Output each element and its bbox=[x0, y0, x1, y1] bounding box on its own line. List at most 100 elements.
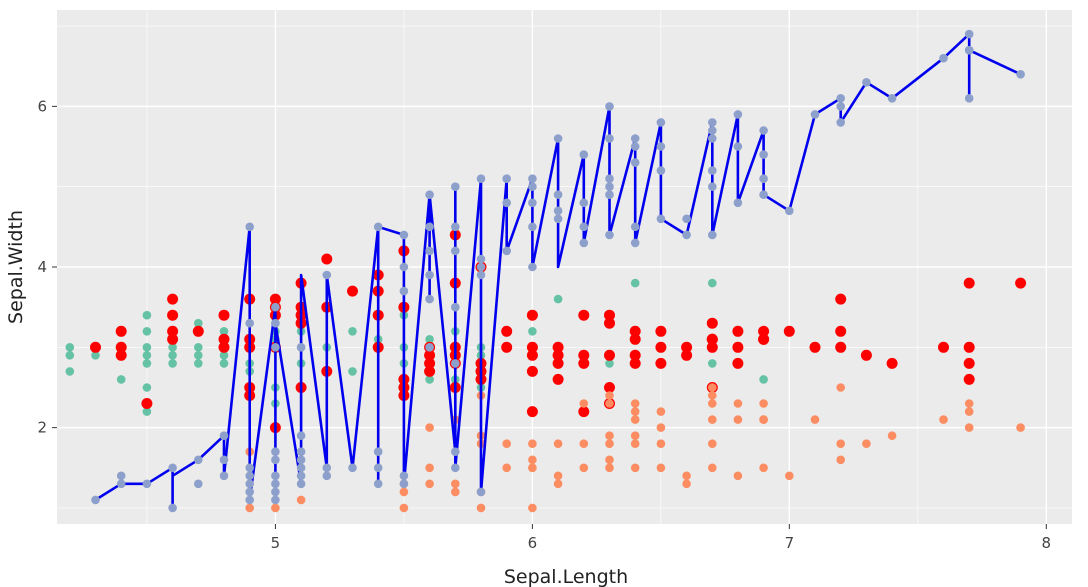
data-point bbox=[887, 94, 897, 103]
data-point bbox=[115, 341, 127, 353]
data-point bbox=[142, 310, 152, 320]
data-point bbox=[399, 487, 409, 497]
data-point bbox=[399, 479, 409, 489]
data-point bbox=[451, 463, 460, 473]
data-point bbox=[476, 270, 486, 280]
data-point bbox=[424, 357, 436, 369]
data-point bbox=[706, 317, 718, 329]
data-point bbox=[579, 439, 589, 449]
data-point bbox=[194, 479, 203, 489]
data-point bbox=[348, 463, 357, 473]
data-point bbox=[219, 471, 229, 481]
data-point bbox=[528, 439, 537, 449]
data-point bbox=[682, 214, 691, 224]
data-point bbox=[296, 463, 306, 473]
data-point bbox=[528, 222, 537, 232]
data-point bbox=[245, 318, 254, 328]
data-point bbox=[271, 318, 280, 328]
data-point bbox=[656, 407, 666, 416]
data-point bbox=[194, 351, 203, 360]
data-point bbox=[167, 325, 179, 337]
data-point bbox=[835, 293, 847, 305]
data-point bbox=[219, 431, 229, 441]
slate-series bbox=[91, 29, 1025, 513]
data-point bbox=[552, 373, 564, 385]
data-point bbox=[629, 325, 641, 337]
data-point bbox=[526, 365, 538, 377]
data-point bbox=[245, 503, 254, 513]
data-point bbox=[630, 399, 640, 408]
data-point bbox=[579, 150, 589, 159]
data-point bbox=[526, 406, 538, 418]
data-point bbox=[269, 293, 281, 305]
data-point bbox=[116, 471, 126, 481]
data-point bbox=[296, 431, 306, 441]
data-point bbox=[708, 399, 717, 408]
data-point bbox=[579, 222, 589, 232]
data-point bbox=[526, 341, 538, 353]
data-point bbox=[964, 45, 974, 55]
data-point bbox=[733, 198, 743, 208]
data-point bbox=[142, 479, 152, 489]
data-point bbox=[271, 495, 280, 505]
x-axis-ticks: 5 6 7 8 bbox=[271, 524, 1051, 552]
data-point bbox=[245, 479, 254, 489]
data-point bbox=[605, 102, 614, 111]
data-point bbox=[218, 333, 230, 345]
data-point bbox=[526, 349, 538, 361]
x-tick-label: 7 bbox=[785, 534, 795, 552]
data-point bbox=[733, 142, 743, 151]
data-point bbox=[271, 471, 280, 481]
data-point bbox=[630, 238, 640, 248]
data-point bbox=[65, 343, 75, 352]
data-point bbox=[605, 463, 614, 473]
data-point bbox=[526, 309, 538, 321]
data-point bbox=[630, 463, 640, 473]
data-point bbox=[219, 327, 229, 336]
data-point bbox=[708, 118, 717, 127]
data-point bbox=[836, 102, 845, 111]
data-point bbox=[732, 357, 744, 369]
data-point bbox=[656, 214, 666, 224]
data-point bbox=[451, 246, 460, 256]
data-point bbox=[192, 325, 204, 337]
data-point bbox=[425, 335, 434, 344]
data-point bbox=[167, 309, 179, 321]
data-point bbox=[655, 341, 667, 353]
data-point bbox=[964, 423, 974, 432]
series-line bbox=[94, 32, 1022, 510]
y-tick-label: 2 bbox=[37, 419, 47, 437]
data-point bbox=[373, 463, 383, 473]
data-point bbox=[553, 214, 563, 224]
data-point bbox=[682, 479, 691, 489]
data-point bbox=[271, 455, 280, 465]
data-point bbox=[810, 415, 820, 424]
data-point bbox=[476, 487, 486, 497]
data-point bbox=[630, 431, 640, 441]
data-point bbox=[939, 415, 948, 424]
data-point bbox=[322, 270, 332, 280]
data-point bbox=[708, 391, 717, 400]
x-tick-label: 8 bbox=[1042, 534, 1052, 552]
data-point bbox=[373, 447, 383, 457]
data-point bbox=[656, 166, 666, 175]
data-point bbox=[271, 487, 280, 497]
data-point bbox=[605, 174, 614, 183]
data-point bbox=[733, 415, 743, 424]
data-point bbox=[579, 238, 589, 248]
data-point bbox=[271, 447, 280, 457]
data-point bbox=[552, 341, 564, 353]
data-point bbox=[732, 325, 744, 337]
data-point bbox=[142, 407, 152, 416]
data-point bbox=[963, 277, 975, 289]
data-point bbox=[425, 294, 434, 304]
data-point bbox=[322, 471, 332, 481]
data-point bbox=[604, 317, 615, 329]
data-point bbox=[399, 471, 409, 481]
orange-series bbox=[245, 383, 1025, 513]
data-point bbox=[656, 463, 666, 473]
data-point bbox=[91, 351, 100, 360]
data-point bbox=[656, 423, 666, 432]
data-point bbox=[502, 463, 512, 473]
data-point bbox=[321, 253, 333, 265]
